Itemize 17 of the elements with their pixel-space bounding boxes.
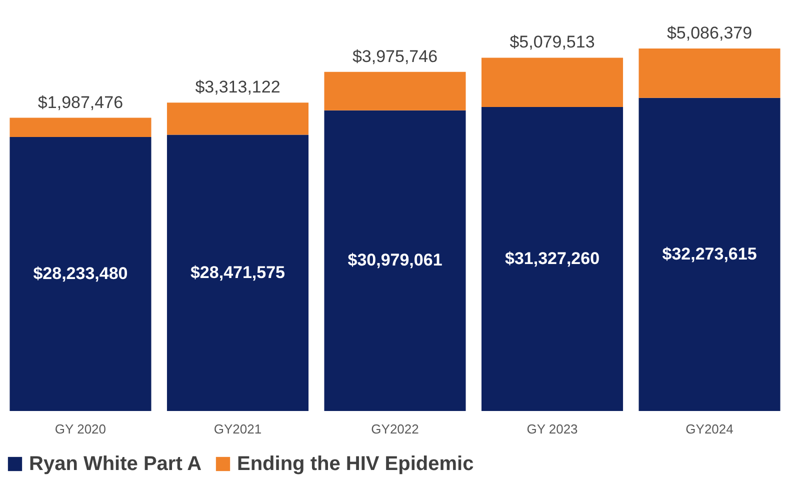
legend-label: Ryan White Part A bbox=[29, 453, 202, 475]
x-tick-label: GY 2023 bbox=[526, 422, 578, 436]
x-tick-label: GY 2020 bbox=[54, 422, 106, 436]
x-tick-label: GY2022 bbox=[371, 422, 419, 436]
data-label: $28,471,575 bbox=[190, 262, 286, 282]
x-tick-label: GY2021 bbox=[214, 422, 262, 436]
data-label: $3,313,122 bbox=[195, 78, 280, 97]
data-label: $3,975,746 bbox=[352, 46, 438, 66]
legend-label: Ending the HIV Epidemic bbox=[237, 453, 474, 475]
data-label: $5,086,379 bbox=[666, 24, 752, 42]
x-tick-label: GY2024 bbox=[686, 422, 734, 436]
data-label: $28,233,480 bbox=[33, 264, 128, 284]
data-label: $32,273,615 bbox=[662, 244, 757, 264]
data-label: $30,979,061 bbox=[348, 250, 442, 270]
data-label: $1,987,476 bbox=[38, 92, 124, 112]
data-label: $31,327,260 bbox=[504, 249, 600, 268]
data-label: $5,079,513 bbox=[510, 32, 595, 52]
